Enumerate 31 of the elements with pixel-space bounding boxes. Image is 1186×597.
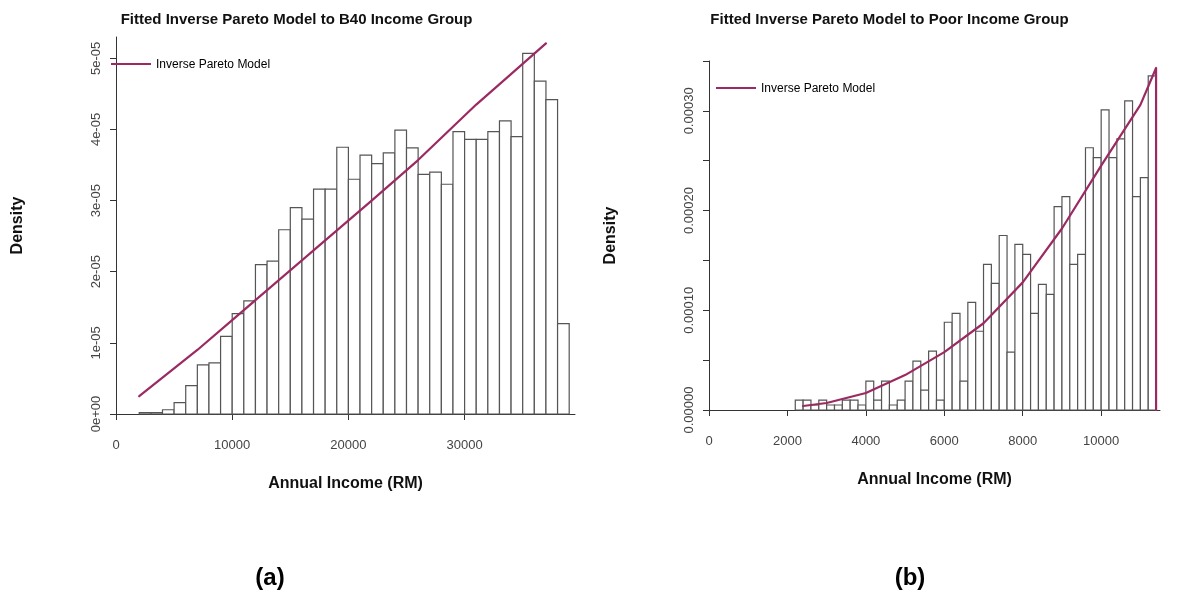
chart-title: Fitted Inverse Pareto Model to Poor Income Group bbox=[710, 10, 1069, 27]
y-tick-label: 2e-05 bbox=[88, 255, 103, 289]
x-tick-label: 8000 bbox=[1008, 433, 1038, 448]
x-tick-label: 30000 bbox=[446, 437, 483, 452]
line-series bbox=[138, 42, 548, 398]
legend-label: Inverse Pareto Model bbox=[156, 57, 271, 71]
x-tick-label: 2000 bbox=[772, 433, 802, 448]
x-tick-label: 6000 bbox=[929, 433, 959, 448]
x-tick-label: 0 bbox=[112, 437, 120, 452]
y-tick-label: 0.00010 bbox=[681, 286, 696, 334]
x-tick-label: 10000 bbox=[214, 437, 251, 452]
x-axis-title: Annual Income (RM) bbox=[857, 469, 1012, 487]
y-tick-label: 0e+00 bbox=[88, 395, 103, 433]
x-tick-label: 0 bbox=[705, 433, 713, 448]
y-tick-label: 0.00000 bbox=[681, 386, 696, 434]
y-tick-label: 3e-05 bbox=[88, 183, 103, 218]
y-axis-title: Density bbox=[7, 196, 25, 255]
y-tick-label: 0.00020 bbox=[681, 187, 696, 235]
x-tick-label: 4000 bbox=[851, 433, 881, 448]
y-axis-title: Density bbox=[600, 206, 618, 265]
chart-title: Fitted Inverse Pareto Model to B40 Income Group bbox=[120, 10, 473, 27]
y-tick-label: 4e-05 bbox=[88, 112, 103, 147]
x-tick-label: 20000 bbox=[330, 437, 367, 452]
y-tick-label: 1e-05 bbox=[88, 326, 103, 360]
x-axis-title: Annual Income (RM) bbox=[268, 473, 423, 491]
legend-label: Inverse Pareto Model bbox=[761, 81, 876, 95]
y-tick-label: 5e-05 bbox=[88, 41, 103, 75]
y-tick-label: 0.00030 bbox=[681, 87, 696, 135]
text: (b) bbox=[894, 563, 926, 591]
text: (a) bbox=[255, 563, 285, 591]
x-tick-label: 10000 bbox=[1083, 433, 1120, 448]
